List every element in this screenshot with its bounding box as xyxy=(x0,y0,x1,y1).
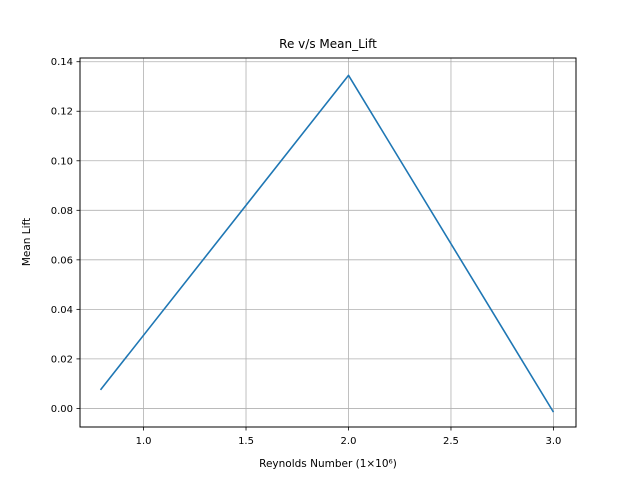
y-tick-label: 0.14 xyxy=(51,57,73,68)
grid xyxy=(80,58,576,427)
y-tick-label: 0.08 xyxy=(51,206,73,217)
plot-frame xyxy=(80,58,576,427)
y-axis-ticks: 0.00 0.02 0.04 0.06 0.08 0.10 0.12 0.14 xyxy=(51,57,80,415)
y-axis-label: Mean Lift xyxy=(21,218,33,266)
y-tick-label: 0.12 xyxy=(51,107,73,118)
y-tick-label: 0.04 xyxy=(51,305,73,316)
series-line xyxy=(101,75,554,412)
y-tick-label: 0.00 xyxy=(51,404,73,415)
chart-title: Re v/s Mean_Lift xyxy=(279,37,377,51)
y-tick-label: 0.06 xyxy=(51,255,73,266)
x-tick-label: 3.0 xyxy=(546,436,562,447)
x-tick-label: 1.0 xyxy=(136,436,152,447)
y-tick-label: 0.02 xyxy=(51,354,73,365)
x-tick-label: 2.5 xyxy=(443,436,459,447)
x-tick-label: 1.5 xyxy=(238,436,254,447)
y-tick-label: 0.10 xyxy=(51,156,73,167)
x-axis-label: Reynolds Number (1×10⁶) xyxy=(259,458,397,470)
x-tick-label: 2.0 xyxy=(341,436,357,447)
x-axis-ticks: 1.0 1.5 2.0 2.5 3.0 xyxy=(136,427,562,447)
series-layer xyxy=(101,75,554,412)
